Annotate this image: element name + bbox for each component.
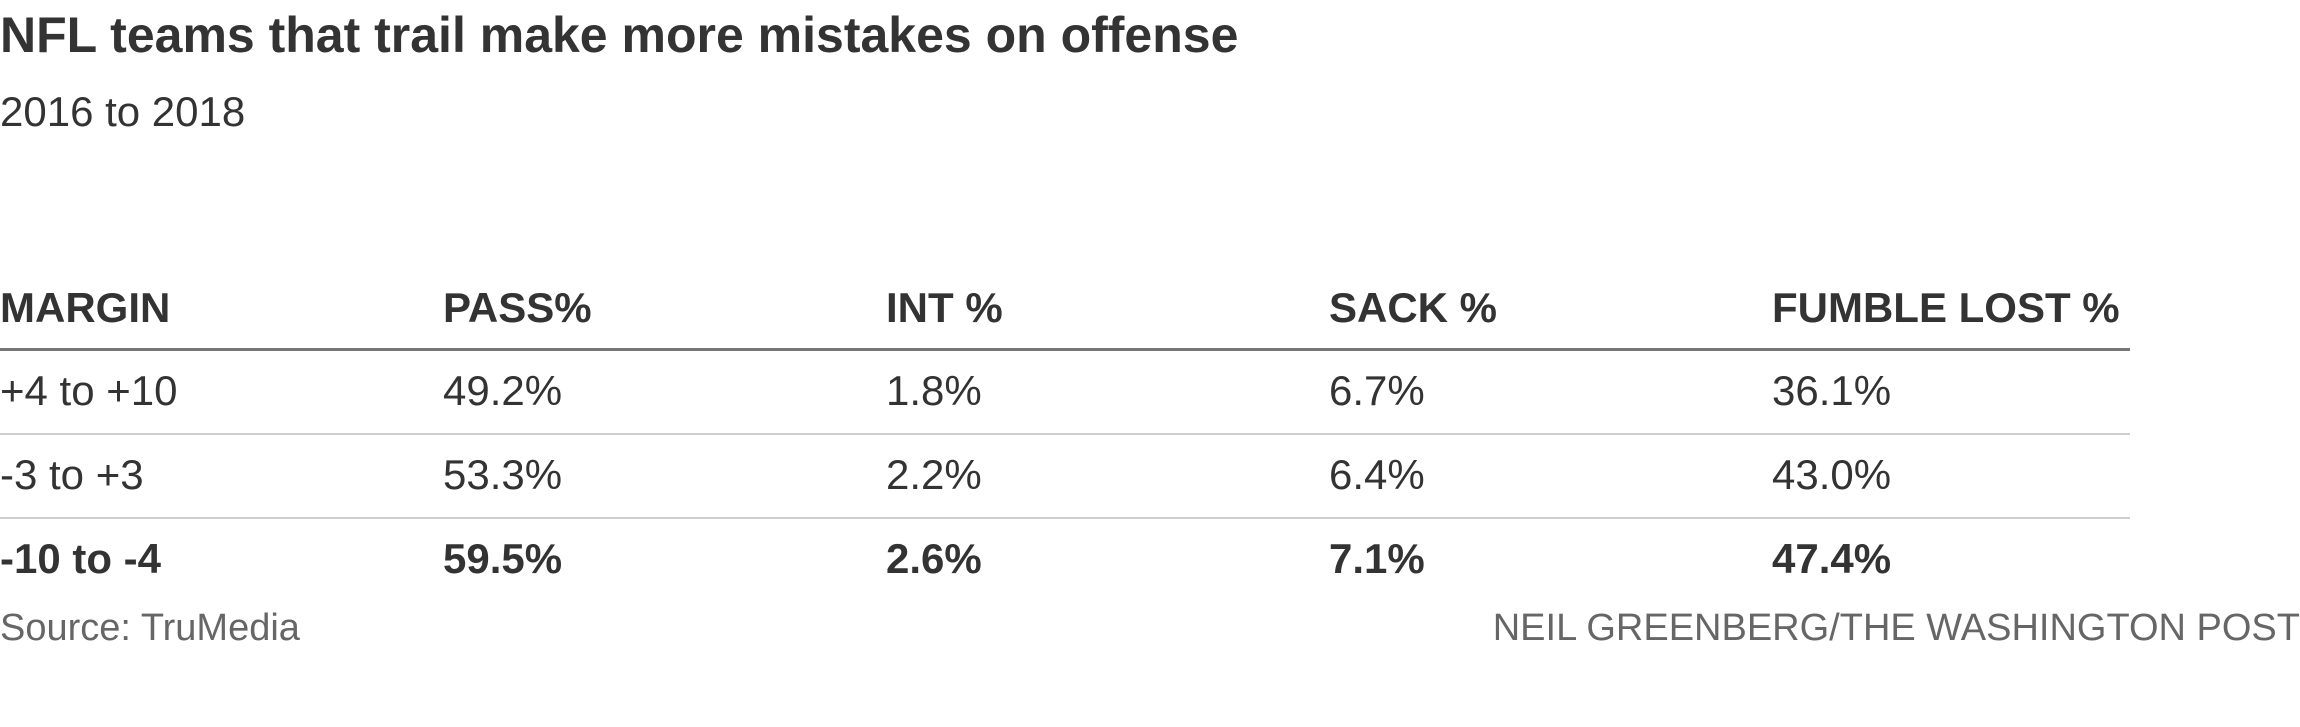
table-cell-fumble-lost-pct: 43.0%	[1772, 434, 2130, 519]
table-cell-sack-pct: 7.1%	[1329, 535, 1425, 582]
stats-table: MARGIN PASS% INT % SACK % FUMBLE LOST % …	[0, 270, 2130, 591]
table-cell-fumble-lost-pct: 47.4%	[1772, 535, 1892, 582]
table-row-highlighted: -10 to -4 59.5% 2.6% 7.1% 47.4%	[0, 518, 2130, 591]
chart-subtitle: 2016 to 2018	[0, 88, 246, 135]
table-cell-int-pct: 2.2%	[886, 434, 1329, 519]
column-header-margin: MARGIN	[0, 270, 443, 351]
credit-line: NEIL GREENBERG/THE WASHINGTON POST	[1492, 607, 2300, 649]
table-cell-pass-pct: 53.3%	[443, 434, 886, 519]
table-cell-margin: -10 to -4	[0, 535, 162, 582]
table-cell-pass-pct: 49.2%	[443, 349, 886, 435]
source-note: Source: TruMedia	[0, 607, 300, 649]
table-cell-int-pct: 2.6%	[886, 535, 982, 582]
table-cell-sack-pct: 6.4%	[1329, 434, 1772, 519]
table-cell-margin: +4 to +10	[0, 349, 443, 435]
column-header-fumble-lost-pct: FUMBLE LOST %	[1772, 270, 2130, 351]
column-header-sack-pct: SACK %	[1329, 270, 1772, 351]
chart-title: NFL teams that trail make more mistakes …	[0, 7, 1239, 63]
table-row: +4 to +10 49.2% 1.8% 6.7% 36.1%	[0, 349, 2130, 435]
table-cell-fumble-lost-pct: 36.1%	[1772, 349, 2130, 435]
table-row: -3 to +3 53.3% 2.2% 6.4% 43.0%	[0, 434, 2130, 519]
table-cell-pass-pct: 59.5%	[443, 535, 563, 582]
column-header-int-pct: INT %	[886, 270, 1329, 351]
table-cell-sack-pct: 6.7%	[1329, 349, 1772, 435]
table-cell-int-pct: 1.8%	[886, 349, 1329, 435]
table-header-row: MARGIN PASS% INT % SACK % FUMBLE LOST %	[0, 270, 2130, 351]
column-header-pass-pct: PASS%	[443, 270, 886, 351]
table-cell-margin: -3 to +3	[0, 434, 443, 519]
